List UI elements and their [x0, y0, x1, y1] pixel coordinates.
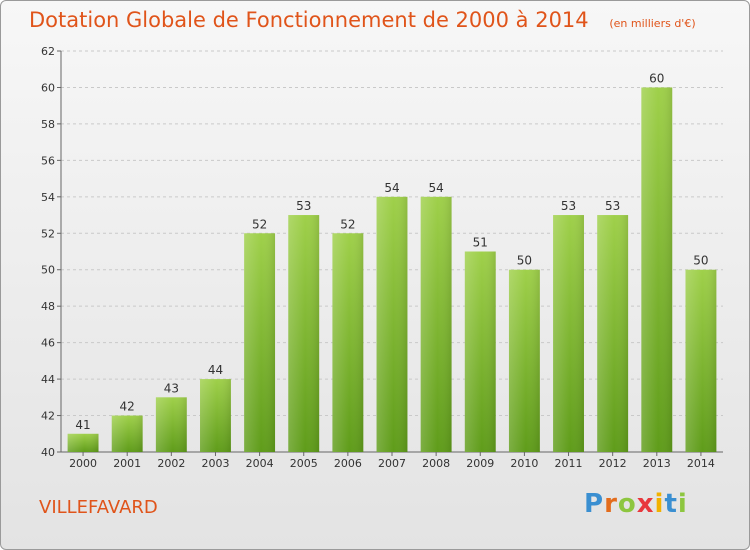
x-tick-label: 2000	[69, 457, 97, 470]
value-label: 53	[296, 199, 311, 213]
y-tick-label: 62	[41, 45, 55, 58]
bar-shade	[111, 415, 143, 452]
bar-shade	[155, 397, 187, 452]
x-tick-label: 2010	[510, 457, 538, 470]
x-tick-label: 2006	[334, 457, 362, 470]
chart-title-text: Dotation Globale de Fonctionnement de 20…	[29, 8, 589, 32]
x-tick-label: 2013	[643, 457, 671, 470]
chart-subtitle: (en milliers d'€)	[609, 17, 696, 30]
x-tick-label: 2005	[290, 457, 318, 470]
x-tick-label: 2012	[599, 457, 627, 470]
logo-letter: i	[677, 489, 688, 519]
bar-shade	[641, 87, 673, 453]
value-label: 50	[693, 254, 708, 268]
logo-letter: i	[654, 489, 665, 519]
bar-shade	[332, 233, 364, 452]
x-tick-label: 2011	[555, 457, 583, 470]
bar-shade	[67, 433, 99, 452]
y-tick-label: 42	[41, 410, 55, 423]
x-tick-label: 2001	[113, 457, 141, 470]
x-tick-label: 2009	[466, 457, 494, 470]
bar-shade	[597, 215, 629, 452]
value-label: 51	[473, 236, 488, 250]
bar-shade	[464, 251, 496, 452]
x-tick-label: 2002	[157, 457, 185, 470]
logo-letter: x	[636, 489, 655, 519]
bar-shade	[244, 233, 276, 452]
bar-shade	[420, 196, 452, 452]
proxiti-logo: Proxiti	[584, 489, 688, 519]
bar-shade	[200, 379, 231, 452]
chart-title: Dotation Globale de Fonctionnement de 20…	[29, 8, 696, 32]
y-tick-label: 54	[41, 191, 55, 204]
y-tick-label: 46	[41, 337, 55, 350]
x-tick-label: 2014	[687, 457, 715, 470]
y-tick-label: 60	[41, 81, 55, 94]
value-label: 44	[208, 363, 223, 377]
value-label: 53	[561, 199, 576, 213]
bar-shade	[553, 215, 584, 452]
y-tick-label: 48	[41, 300, 55, 313]
logo-letter: P	[584, 489, 605, 519]
y-tick-label: 56	[41, 154, 55, 167]
value-label: 52	[340, 217, 355, 231]
value-label: 42	[120, 400, 135, 414]
logo-letter: r	[604, 489, 618, 519]
value-label: 50	[517, 254, 532, 268]
y-tick-label: 52	[41, 227, 55, 240]
x-tick-label: 2007	[378, 457, 406, 470]
logo-letter: t	[664, 489, 678, 519]
y-tick-label: 58	[41, 118, 55, 131]
y-tick-label: 50	[41, 264, 55, 277]
value-label: 43	[164, 381, 179, 395]
x-tick-label: 2008	[422, 457, 450, 470]
value-label: 52	[252, 217, 267, 231]
x-tick-label: 2004	[246, 457, 274, 470]
bar-shade	[288, 215, 320, 452]
value-label: 54	[428, 181, 443, 195]
value-label: 41	[75, 418, 90, 432]
bar-shade	[685, 269, 717, 452]
x-tick-label: 2003	[201, 457, 229, 470]
bar-shade	[508, 269, 540, 452]
value-label: 60	[649, 71, 664, 85]
y-tick-label: 40	[41, 446, 55, 459]
logo-letter: o	[617, 489, 637, 519]
bar-shade	[376, 196, 408, 452]
y-tick-label: 44	[41, 373, 55, 386]
commune-name: VILLEFAVARD	[39, 497, 158, 518]
value-label: 53	[605, 199, 620, 213]
value-label: 54	[384, 181, 399, 195]
